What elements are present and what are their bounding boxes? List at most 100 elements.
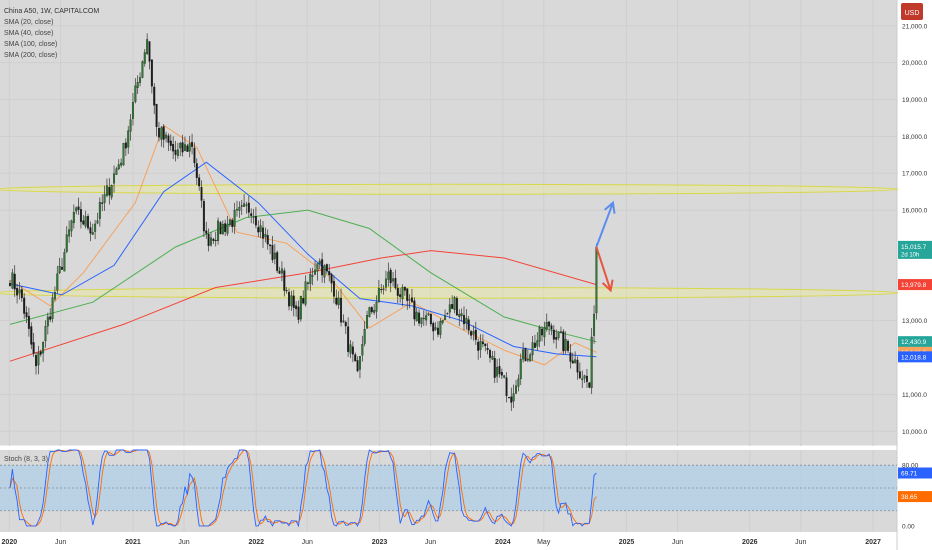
symbol-title[interactable]: China A50, 1W, CAPITALCOM (4, 8, 99, 15)
currency-label[interactable]: USD (905, 10, 920, 17)
candle-body (23, 297, 26, 314)
price-axis[interactable]: 21,000.0 20,000.0 19,000.0 18,000.0 17,000.0… (902, 23, 928, 530)
stoch-tick-label: 80.00 (902, 463, 919, 470)
candle-body (122, 143, 125, 166)
time-tick-label: 2023 (372, 539, 388, 546)
candle-body (63, 252, 66, 272)
price-label-badge (898, 336, 932, 348)
candle-body (129, 119, 132, 132)
candle-body (448, 304, 451, 313)
candle-body (259, 225, 262, 232)
candle-body (486, 347, 489, 350)
candle-body (210, 237, 212, 246)
candle-body (366, 315, 369, 329)
currency-button[interactable]: USD (901, 3, 923, 20)
candle-body (576, 359, 579, 373)
stoch-title[interactable]: Stoch (8, 3, 3) (4, 456, 48, 463)
candle-body (536, 340, 539, 347)
candle-body (340, 297, 343, 323)
candle-body (51, 297, 54, 319)
candle-body (309, 274, 312, 284)
candle-body (302, 298, 305, 304)
candle-body (174, 149, 177, 155)
candle-body (191, 141, 194, 147)
indicator-sma200[interactable]: SMA (200, close) (4, 52, 57, 59)
candle-body (451, 304, 454, 309)
projection-arrow-shaft (595, 202, 614, 248)
candle-body (245, 204, 248, 206)
candle-body (84, 216, 87, 227)
candle-body (143, 52, 146, 64)
candle-body (332, 280, 335, 297)
candle-body (477, 341, 480, 351)
candle-body (330, 274, 333, 284)
candle-body (470, 331, 473, 336)
candle-body (318, 260, 321, 264)
price-tick-label: 16,000.0 (902, 208, 928, 215)
grid-lines (0, 0, 897, 532)
candle-body (500, 372, 503, 376)
candle-body (288, 291, 290, 307)
candle-body (257, 227, 260, 233)
candle-body (214, 239, 217, 242)
candle-body (176, 149, 179, 156)
indicator-sma20[interactable]: SMA (20, close) (4, 19, 53, 26)
candle-body (27, 315, 30, 329)
price-tick-label: 17,000.0 (902, 171, 928, 178)
candle-body (61, 266, 63, 270)
price-label-text: 12,430.9 (901, 339, 927, 346)
candle-body (205, 230, 208, 234)
candle-body (531, 342, 534, 356)
stoch-k-line (9, 449, 597, 528)
candle-body (344, 322, 347, 327)
candle-body (557, 331, 560, 338)
price-label-text: 12,018.8 (901, 354, 927, 361)
candle-body (254, 216, 257, 226)
candle-body (429, 313, 432, 325)
indicator-sma40[interactable]: SMA (40, close) (4, 30, 53, 37)
price-pane[interactable] (0, 0, 897, 446)
candle-body (323, 265, 326, 278)
candle-body (105, 185, 108, 196)
candle-body (299, 296, 302, 320)
candle-body (585, 375, 588, 382)
candle-body (413, 300, 416, 320)
candle-body (387, 271, 390, 280)
candle-body (269, 244, 272, 247)
sma-line (9, 250, 597, 362)
candle-body (155, 103, 158, 127)
candle-body (552, 329, 555, 340)
candle-body (16, 288, 19, 296)
candle-body (228, 219, 231, 226)
candle-body (72, 212, 75, 224)
candle-body (455, 298, 458, 316)
candle-body (503, 375, 506, 378)
candle-body (432, 323, 435, 332)
candle-body (136, 82, 139, 88)
time-tick-label: 2026 (742, 539, 758, 546)
candle-body (446, 313, 449, 315)
candle-body (292, 295, 295, 308)
time-tick-label: 2025 (619, 539, 635, 546)
candle-body (363, 329, 366, 344)
candle-body (195, 163, 198, 178)
candle-body (463, 315, 465, 325)
candle-body (543, 327, 546, 338)
time-axis[interactable]: 2020 Jun 2021 Jun 2022 Jun 2023 Jun 2024 May 2025 J… (2, 539, 881, 546)
price-label-text: 15,015.7 (901, 244, 927, 251)
candle-body (98, 202, 101, 219)
candle-body (278, 270, 281, 274)
stoch-tick-label: 0.00 (902, 523, 915, 530)
candle-body (49, 316, 52, 320)
candle-body (434, 327, 437, 330)
candle-body (337, 297, 340, 306)
candle-body (193, 147, 196, 164)
price-tick-label: 21,000.0 (902, 23, 928, 30)
indicator-sma100[interactable]: SMA (100, close) (4, 41, 57, 48)
candle-body (550, 325, 553, 330)
candle-body (375, 302, 378, 312)
currency-badge[interactable] (901, 3, 923, 20)
legend: China A50, 1W, CAPITALCOM SMA (20, close… (4, 8, 99, 59)
candle-body (335, 297, 338, 305)
candle-body (32, 342, 35, 354)
